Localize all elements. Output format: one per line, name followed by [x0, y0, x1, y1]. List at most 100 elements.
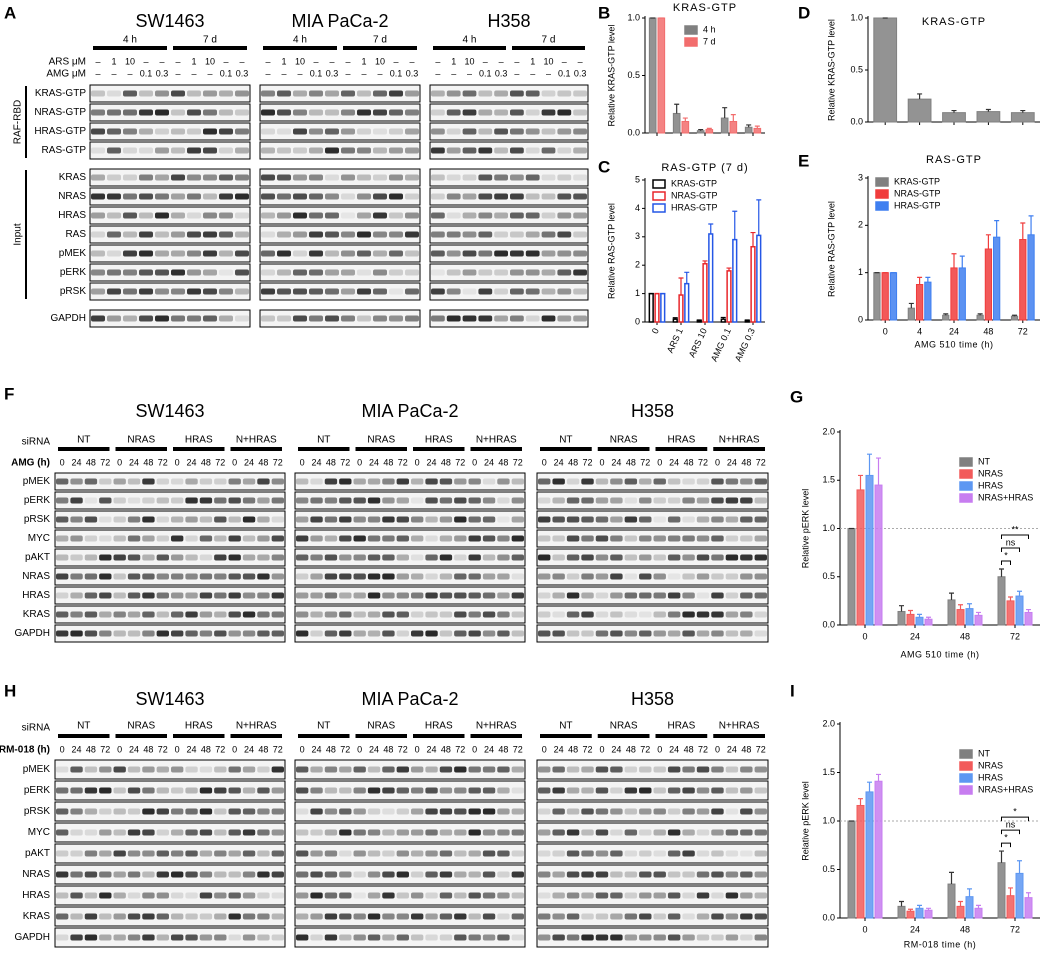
lane-label: – — [159, 56, 164, 66]
lane-label: 24 — [244, 744, 254, 754]
error-bar — [696, 319, 702, 321]
blot-band — [754, 573, 767, 580]
blot-band — [396, 554, 409, 561]
blot-band — [171, 109, 185, 116]
blot-band — [123, 90, 137, 97]
blot-band — [261, 147, 275, 154]
blot-band — [682, 516, 695, 523]
panel-letter: F — [4, 384, 14, 403]
blot-band — [494, 193, 508, 200]
bar — [744, 126, 753, 134]
blot-band — [725, 497, 739, 504]
blot-band — [497, 592, 510, 599]
blot-band — [382, 766, 395, 773]
blot-band — [497, 829, 510, 836]
blot-band — [610, 611, 623, 618]
blot-band — [203, 90, 217, 97]
blot-band — [228, 497, 241, 504]
lane-label: 48 — [143, 457, 153, 467]
blot-band — [624, 554, 638, 561]
blot-band — [56, 892, 69, 899]
y-tick-label: 3 — [635, 231, 640, 241]
blot-band — [142, 913, 155, 920]
blot-band — [411, 516, 424, 523]
blot-frame — [429, 122, 589, 141]
blot-band — [382, 535, 395, 542]
blot-band — [439, 535, 453, 542]
blot-band — [557, 109, 572, 116]
blot-band — [214, 611, 227, 618]
blot-band — [411, 892, 424, 899]
blot-band — [541, 147, 556, 154]
blot-band — [595, 913, 609, 920]
row-label: pERK — [60, 267, 86, 278]
blot-band — [667, 516, 681, 523]
blot-band — [242, 554, 256, 561]
lane-label: – — [467, 68, 472, 78]
blot-band — [185, 535, 198, 542]
blot-band — [462, 147, 477, 154]
blot-band — [494, 147, 508, 154]
blot-frame — [536, 843, 769, 864]
blot-band — [70, 497, 83, 504]
lane-label: 24 — [312, 744, 322, 754]
blot-band — [405, 288, 419, 295]
blot-band — [610, 913, 623, 920]
blot-band — [454, 573, 467, 580]
blot-band — [99, 766, 112, 773]
blot-band — [199, 554, 213, 561]
blot-band — [482, 611, 496, 618]
error-bar — [1020, 222, 1026, 240]
blot-band — [228, 892, 241, 899]
error-bar — [976, 611, 981, 616]
blot-band — [171, 592, 184, 599]
blot-band — [293, 174, 307, 181]
blot-band — [754, 554, 767, 561]
blot-band — [219, 231, 233, 238]
lane-label: 0 — [117, 744, 122, 754]
blot-band — [468, 630, 481, 637]
blot-band — [235, 174, 249, 181]
blot-band — [552, 850, 565, 857]
blot-band — [199, 934, 213, 941]
blot-band — [653, 535, 666, 542]
blot-band — [99, 787, 112, 794]
blot-band — [257, 554, 270, 561]
blot-band — [219, 250, 233, 257]
lane-label: 72 — [698, 744, 708, 754]
blot-band — [454, 934, 467, 941]
blot-band — [99, 497, 112, 504]
blot-band — [595, 808, 609, 815]
bar — [915, 907, 924, 919]
blot-band — [107, 128, 121, 135]
blot-band — [624, 611, 638, 618]
blot-band — [113, 808, 126, 815]
error-bar — [858, 474, 863, 490]
blot-band — [341, 128, 355, 135]
blot-band — [271, 554, 284, 561]
blot-band — [113, 766, 126, 773]
blot-band — [610, 808, 623, 815]
blot-band — [171, 90, 185, 97]
blot-band — [425, 871, 438, 878]
blot-band — [127, 934, 141, 941]
blot-band — [696, 787, 710, 794]
blot-band — [494, 90, 508, 97]
error-bar — [949, 871, 954, 885]
blot-band — [740, 516, 753, 523]
blot-band — [711, 808, 724, 815]
blot-band — [405, 231, 419, 238]
blot-band — [525, 315, 540, 322]
lane-label: 48 — [498, 457, 508, 467]
blot-band — [595, 892, 609, 899]
blot-band — [468, 516, 481, 523]
blot-band — [341, 288, 355, 295]
blot-band — [610, 829, 623, 836]
x-axis-label: RM-018 time (h) — [904, 939, 977, 949]
cell-line: H358 — [487, 11, 530, 31]
blot-band — [494, 128, 508, 135]
blot-band — [696, 573, 710, 580]
blot-band — [123, 269, 137, 276]
blot-band — [235, 269, 249, 276]
